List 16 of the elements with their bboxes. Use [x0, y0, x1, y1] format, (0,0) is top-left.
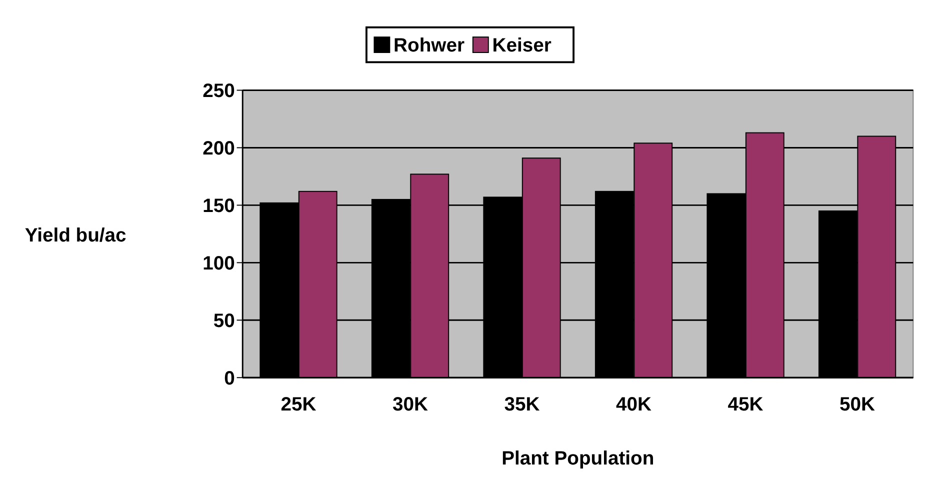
- y-tick-label: 50: [213, 310, 235, 332]
- legend-label: Keiser: [492, 34, 552, 57]
- y-tick-label: 0: [224, 367, 235, 390]
- x-tick-label: 30K: [392, 394, 428, 416]
- y-tick-label: 250: [202, 80, 235, 102]
- legend-label: Rohwer: [394, 34, 465, 57]
- x-tick-label: 45K: [728, 394, 764, 416]
- x-tick-label: 50K: [840, 394, 876, 416]
- x-tick-label: 25K: [280, 394, 316, 416]
- y-tick-label: 200: [202, 137, 235, 160]
- y-tick-label: 100: [202, 252, 235, 274]
- y-axis-title: Yield bu/ac: [24, 224, 127, 247]
- x-axis-title: Plant Population: [502, 448, 654, 470]
- x-tick-label: 40K: [616, 394, 652, 416]
- x-tick-label: 35K: [504, 394, 540, 416]
- y-tick-label: 150: [202, 194, 235, 217]
